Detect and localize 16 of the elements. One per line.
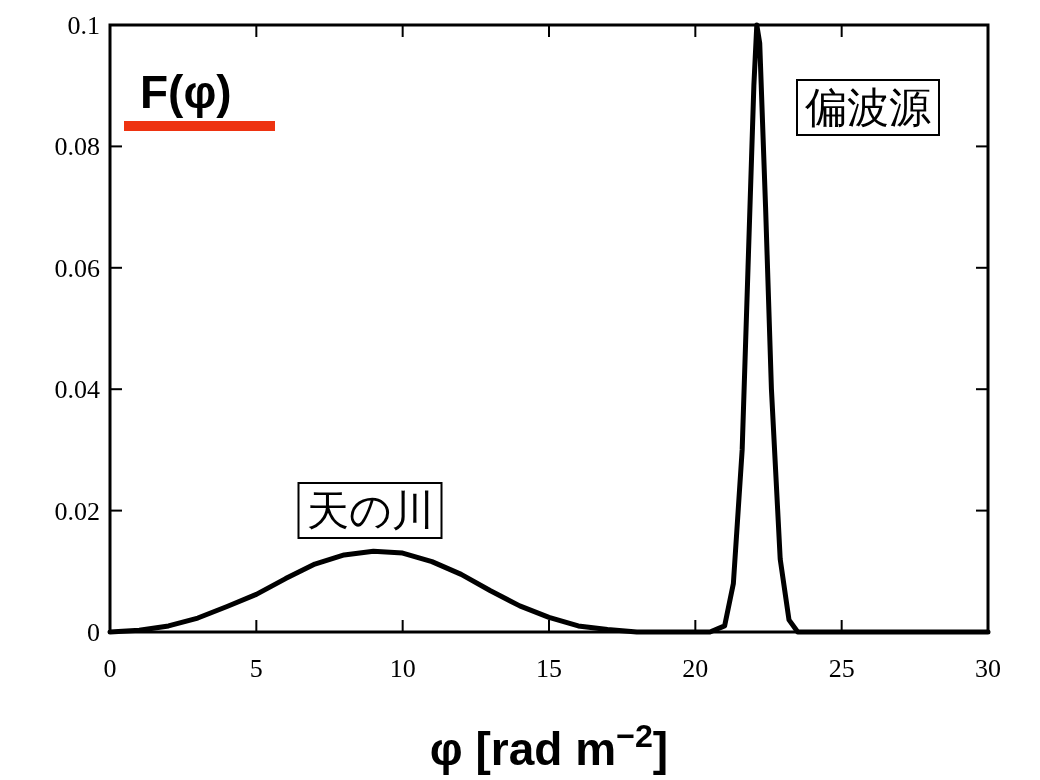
y-tick-label: 0.08 <box>54 132 100 162</box>
y-axis-title: F(φ) <box>140 66 232 118</box>
x-tick-label: 25 <box>828 654 855 683</box>
x-axis-title: φ [rad m$^{−2}$] <box>429 718 669 775</box>
x-tick-label: 30 <box>975 654 1001 683</box>
y-tick-label: 0.06 <box>54 253 100 283</box>
x-tick-label: 20 <box>682 654 709 683</box>
y-tick-label: 0.02 <box>54 496 100 526</box>
y-tick-label: 0.04 <box>54 375 100 405</box>
x-tick-label: 10 <box>389 654 416 683</box>
x-tick-label: 15 <box>536 654 562 683</box>
annotation: 偏波源 <box>805 84 931 131</box>
x-tick-label: 5 <box>249 654 263 683</box>
y-tick-label: 0 <box>87 618 100 647</box>
annotation: 天の川 <box>306 487 434 534</box>
y-tick-label: 0.1 <box>67 11 100 40</box>
